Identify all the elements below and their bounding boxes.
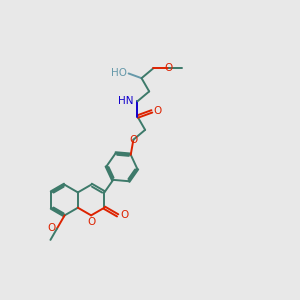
Text: HO: HO [111,68,128,79]
Text: O: O [154,106,162,116]
Text: O: O [87,217,95,227]
Text: O: O [120,210,128,220]
Text: O: O [129,135,137,145]
Text: O: O [47,223,56,233]
Text: HN: HN [118,96,134,106]
Text: O: O [164,63,173,73]
